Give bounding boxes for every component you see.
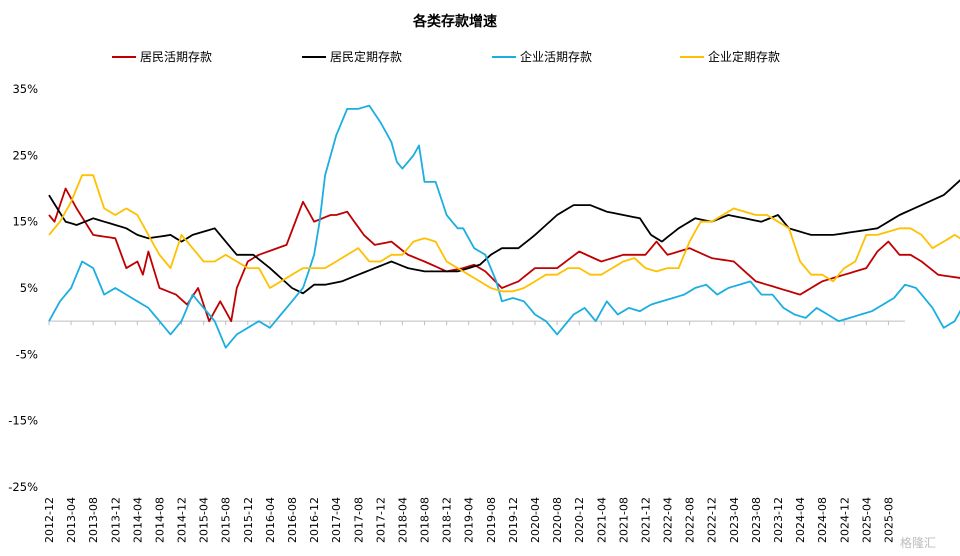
- y-tick-label: 25%: [12, 148, 38, 162]
- legend-label: 居民定期存款: [330, 49, 402, 64]
- x-tick-label: 2020-08: [551, 497, 564, 543]
- x-tick-label: 2021-12: [639, 497, 652, 543]
- x-tick-label: 2019-12: [507, 497, 520, 543]
- y-tick-label: -5%: [16, 347, 38, 361]
- plot-area: [48, 104, 960, 349]
- legend-label: 企业活期存款: [520, 49, 592, 64]
- x-tick-label: 2019-08: [485, 497, 498, 543]
- legend-label: 居民活期存款: [140, 50, 212, 64]
- x-tick-label: 2012-12: [43, 497, 56, 543]
- x-tick-label: 2017-08: [352, 497, 365, 543]
- series-line: [48, 187, 960, 323]
- x-tick-label: 2014-12: [176, 497, 189, 543]
- axes: 2012-12 2013-04 2013-08 2013-12 2014-04 2014-…: [8, 82, 905, 543]
- x-tick-label: 2018-12: [441, 497, 454, 543]
- x-tick-label: 2019-04: [463, 497, 476, 543]
- x-tick-label: 2020-12: [573, 497, 586, 543]
- y-tick-label: -25%: [8, 480, 38, 494]
- x-tick-label: 2015-12: [242, 497, 255, 543]
- legend-label: 企业定期存款: [708, 49, 780, 64]
- y-tick-label: -15%: [8, 414, 38, 428]
- x-tick-label: 2021-08: [617, 497, 630, 543]
- x-tick-label: 2022-12: [706, 497, 719, 543]
- x-tick-label: 2023-04: [728, 497, 741, 543]
- watermark: 格隆汇: [900, 535, 936, 550]
- x-tick-label: 2016-04: [264, 497, 277, 543]
- x-tick-label: 2013-08: [87, 497, 100, 543]
- x-tick-label: 2025-08: [882, 497, 895, 543]
- x-tick-label: 2024-12: [838, 497, 851, 543]
- chart-title: 各类存款增速: [412, 13, 497, 30]
- y-tick-label: 35%: [12, 82, 38, 96]
- series-line: [48, 174, 960, 293]
- y-tick-label: 5%: [20, 281, 38, 295]
- x-tick-label: 2016-12: [308, 497, 321, 543]
- x-tick-label: 2016-08: [286, 497, 299, 543]
- x-tick-label: 2015-08: [220, 497, 233, 543]
- y-tick-label: 15%: [12, 215, 38, 229]
- series-line: [48, 104, 960, 349]
- x-tick-label: 2023-12: [772, 497, 785, 543]
- x-tick-label: 2013-12: [109, 497, 122, 543]
- x-tick-label: 2024-04: [794, 497, 807, 543]
- x-tick-label: 2013-04: [65, 497, 78, 543]
- x-tick-label: 2024-08: [816, 497, 829, 543]
- x-tick-label: 2014-04: [131, 497, 144, 543]
- x-tick-label: 2017-12: [374, 497, 387, 543]
- legend: 居民活期存款 居民定期存款 企业活期存款 企业定期存款: [112, 49, 780, 64]
- series-line: [48, 179, 960, 295]
- x-tick-label: 2021-04: [595, 497, 608, 543]
- x-tick-label: 2022-08: [684, 497, 697, 543]
- x-tick-label: 2022-04: [662, 497, 675, 543]
- x-tick-label: 2025-04: [860, 497, 873, 543]
- x-tick-label: 2020-04: [529, 497, 542, 543]
- x-tick-label: 2014-08: [153, 497, 166, 543]
- x-tick-label: 2018-08: [419, 497, 432, 543]
- x-tick-label: 2018-04: [396, 497, 409, 543]
- x-tick-label: 2023-08: [750, 497, 763, 543]
- x-tick-label: 2017-04: [330, 497, 343, 543]
- x-tick-label: 2015-04: [198, 497, 211, 543]
